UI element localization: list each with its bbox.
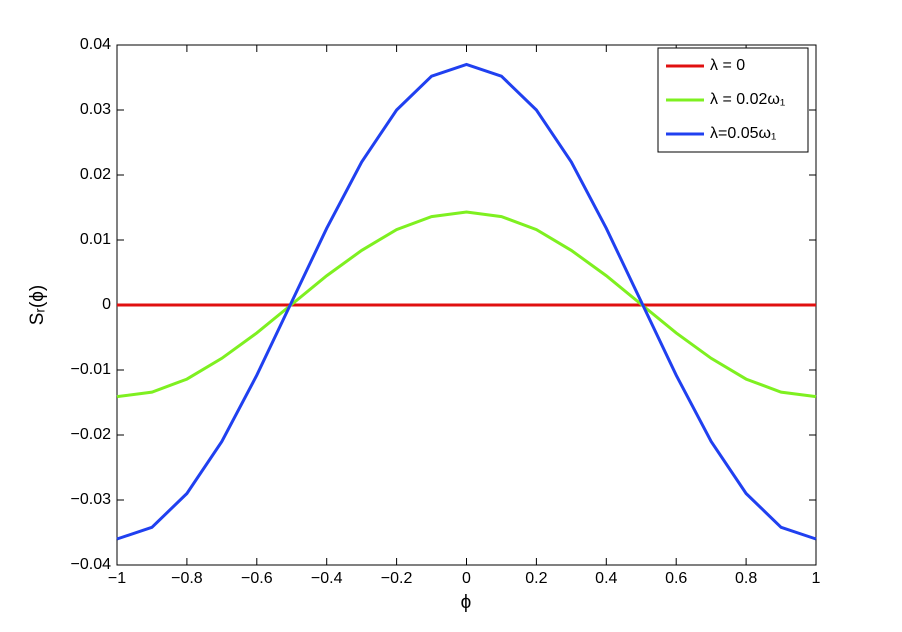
y-tick-label: 0.01 (80, 231, 111, 248)
series-line (116, 210, 817, 399)
x-tick-label: 0.6 (665, 570, 687, 587)
x-tick-label: 0.8 (735, 570, 757, 587)
legend-label: λ = 0.02ω₁ (710, 91, 785, 108)
x-tick-label: −0.6 (241, 570, 273, 587)
legend-label: λ = 0 (710, 57, 745, 74)
y-tick-label: −0.04 (71, 556, 112, 573)
y-tick-label: −0.03 (71, 491, 112, 508)
x-tick-label: −0.2 (381, 570, 413, 587)
x-tick-label: 1 (812, 570, 821, 587)
x-tick-label: −0.8 (171, 570, 203, 587)
y-axis-label: Sᵣ(ϕ) (27, 285, 48, 326)
y-tick-label: −0.01 (71, 361, 112, 378)
y-tick-label: 0 (102, 296, 111, 313)
series-line (116, 62, 817, 541)
x-tick-label: −1 (108, 570, 126, 587)
x-tick-label: 0 (462, 570, 471, 587)
y-tick-label: 0.03 (80, 101, 111, 118)
x-axis-label: ϕ (461, 592, 472, 613)
y-tick-label: 0.04 (80, 36, 111, 53)
y-tick-label: 0.02 (80, 166, 111, 183)
y-tick-label: −0.02 (71, 426, 112, 443)
legend-label: λ=0.05ω₁ (710, 125, 776, 142)
x-tick-label: 0.4 (595, 570, 617, 587)
x-tick-label: −0.4 (311, 570, 343, 587)
x-tick-label: 0.2 (525, 570, 547, 587)
